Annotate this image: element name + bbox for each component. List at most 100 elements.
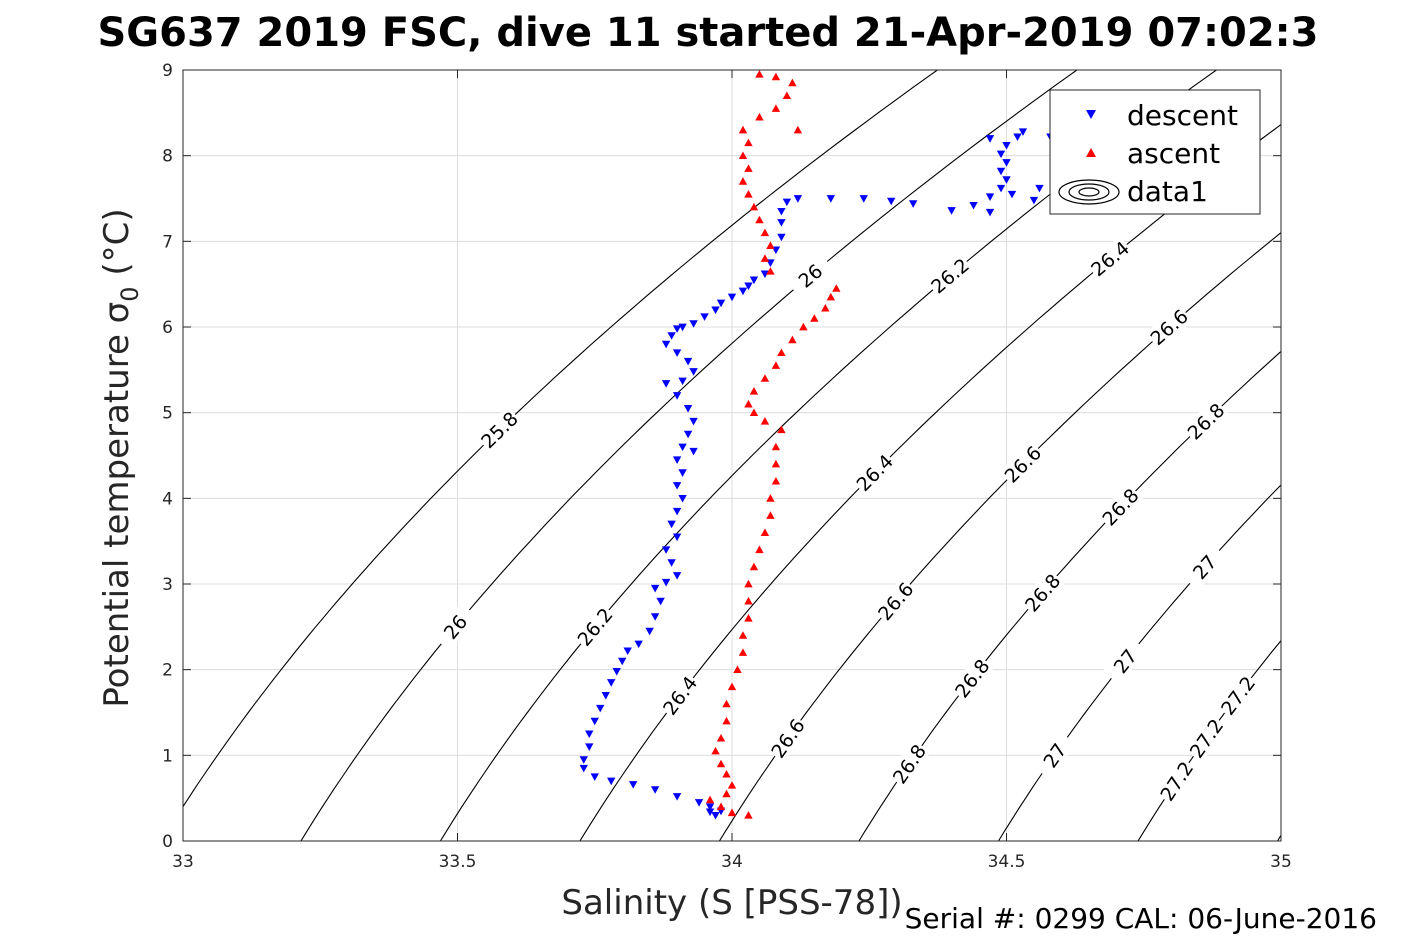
descent-point [969,201,978,210]
descent-point [996,150,1006,159]
ascent-point [760,374,770,382]
descent-point [1002,142,1011,150]
descent-point [985,208,995,217]
legend-descent-label: descent [1127,99,1238,132]
chart-title: SG637 2019 FSC, dive 11 started 21-Apr-2… [97,10,1318,56]
descent-point [760,270,770,279]
ascent-point [749,387,759,395]
descent-point [628,781,638,789]
ascent-point [744,399,753,408]
descent-point [777,207,786,216]
ascent-point [771,361,781,369]
y-tick-label: 7 [162,232,173,252]
ascent-point [766,241,775,249]
descent-point [996,167,1006,176]
serial-cal-text: Serial #: 0299 CAL: 06-June-2016 [905,902,1377,935]
ascent-point [716,734,726,742]
ascent-point [716,759,726,768]
y-tick-label: 5 [162,404,173,424]
descent-point [1007,190,1017,199]
x-axis-label: Salinity (S [PSS-78]) [561,883,902,923]
descent-point [579,764,588,773]
ascent-point [793,125,803,134]
descent-point [1013,133,1022,142]
descent-point [716,299,726,308]
descent-point [601,692,610,700]
descent-point [705,803,715,811]
ascent-point [782,91,792,100]
descent-point [585,730,594,739]
descent-point [1002,176,1011,184]
ascent-point [788,335,797,344]
ascent-point [744,596,753,605]
descent-point [996,184,1006,193]
ascent-point [738,177,748,185]
y-tick-label: 0 [162,832,173,852]
descent-point [650,584,660,593]
ascent-point [771,477,781,485]
ascent-point [722,699,731,708]
descent-point [711,306,720,315]
descent-point [656,597,665,606]
descent-point [859,195,868,203]
descent-point [1002,159,1011,167]
ascent-point [738,151,748,160]
descent-point [634,640,643,649]
descent-point [1029,196,1039,205]
ascent-point [766,267,775,275]
descent-point [1035,184,1044,193]
descent-point [618,657,627,666]
x-axis-ticks: 33 33.5 34 34.5 35 [172,70,1292,872]
descent-point [650,786,660,794]
ascent-point [760,528,770,536]
legend-box [1049,89,1261,215]
ascent-point [744,138,753,147]
descent-point [826,195,836,203]
legend-ascent-marker [1086,148,1096,157]
ascent-point [755,112,764,121]
ascent-point [738,125,748,134]
ascent-point [722,716,731,725]
descent-point [579,756,588,764]
descent-point [661,340,671,349]
ascent-point [777,348,786,357]
ascent-point [760,228,770,237]
descent-point [711,811,720,820]
ascent-point [705,795,715,804]
y-tick-label: 6 [162,318,173,338]
ascent-point [744,811,753,819]
y-axis-label: Potential temperature σ0 (°C) [97,208,144,707]
descent-point [672,456,682,464]
descent-point [672,507,682,516]
descent-point [623,647,632,656]
ascent-point [771,459,781,468]
ascent-point [771,442,781,451]
ascent-point [749,202,759,211]
y-axis-label-symbol: σ [97,302,137,324]
descent-point [683,430,693,439]
y-axis-label-main: Potential temperature [97,334,137,707]
ascent-point [727,808,737,817]
y-tick-label: 4 [162,489,173,509]
descent-point [590,773,599,781]
ascent-point [744,190,753,198]
legend: descent ascent data1 [1049,89,1261,215]
ascent-point [733,665,742,674]
ascent-point [799,322,808,331]
isopycnal-27.6 [1392,27,1417,884]
y-tick-label: 2 [162,661,173,681]
x-tick-label: 33.5 [439,852,477,872]
descent-point [985,135,995,143]
y-axis-label-subscript: 0 [116,286,144,301]
descent-point [908,200,918,208]
ascent-point [738,648,748,656]
ascent-point [727,781,737,789]
y-tick-label: 9 [162,61,173,81]
ascent-point [777,425,786,434]
ascent-point [771,72,781,81]
legend-data1-label: data1 [1127,175,1208,208]
y-tick-label: 8 [162,147,173,167]
descent-point [667,332,676,340]
ascent-series [705,70,841,819]
